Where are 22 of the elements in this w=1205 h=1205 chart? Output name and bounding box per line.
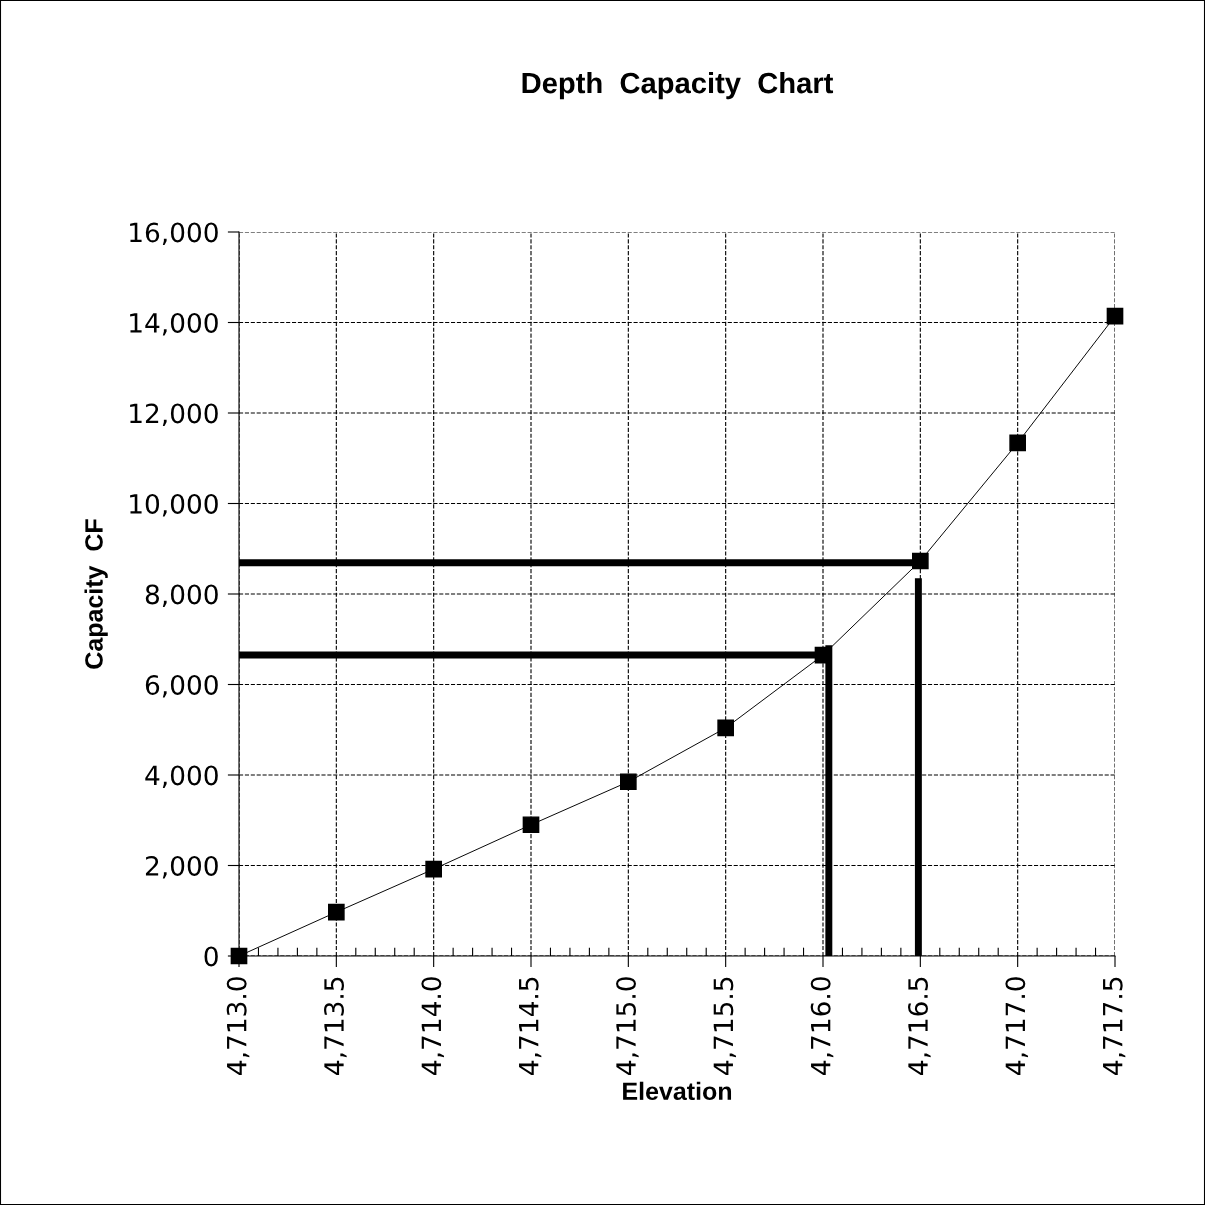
x-tick-label: 4,715.5 <box>713 977 737 1075</box>
x-tick-label: 4,714.5 <box>519 977 542 1075</box>
y-tick-label: 0 <box>204 946 218 967</box>
x-tick-label: 4,715.0 <box>616 977 639 1075</box>
y-tick-label: 12,000 <box>130 403 218 427</box>
y-axis-title: Capacity CF <box>84 519 108 669</box>
x-tick-label: 4,717.5 <box>1103 977 1126 1075</box>
x-tick-label: 4,716.0 <box>810 977 834 1075</box>
chart-title: Depth Capacity Chart <box>522 71 834 100</box>
x-axis-title: Elevation <box>623 1081 732 1101</box>
x-tick-label: 4,713.5 <box>324 977 347 1075</box>
y-tick-label: 2,000 <box>145 855 218 879</box>
x-tick-label: 4,714.0 <box>421 977 445 1075</box>
x-tick-label: 4,716.5 <box>908 977 931 1075</box>
y-tick-label: 8,000 <box>145 584 218 608</box>
y-tick-label: 6,000 <box>145 674 218 698</box>
y-tick-label: 4,000 <box>145 765 218 789</box>
x-tick-label: 4,713.0 <box>226 977 250 1075</box>
y-tick-label: 14,000 <box>130 312 218 336</box>
y-tick-label: 10,000 <box>130 493 218 517</box>
x-tick-label: 4,717.0 <box>1005 977 1029 1075</box>
y-tick-label: 16,000 <box>130 222 218 246</box>
